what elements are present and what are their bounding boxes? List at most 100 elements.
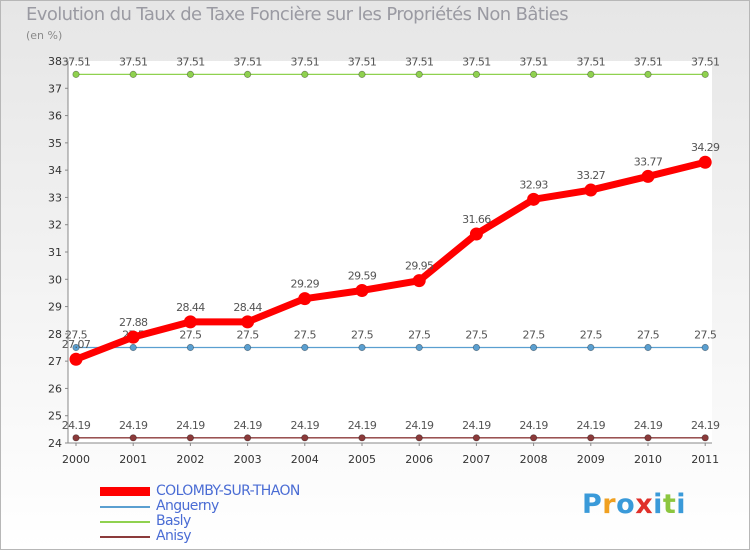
data-point [69, 352, 83, 366]
data-label: 31.66 [462, 213, 491, 226]
data-point [587, 434, 595, 442]
data-label: 24.19 [634, 419, 663, 432]
y-axis-unit: (en %) [26, 29, 63, 42]
data-label: 37.51 [691, 55, 720, 68]
data-point [415, 343, 423, 352]
data-label: 27.5 [237, 329, 260, 342]
data-label: 28.44 [176, 301, 205, 314]
data-label: 24.19 [405, 419, 434, 432]
data-label: 29.59 [348, 269, 377, 282]
series-line [72, 158, 709, 363]
data-point [129, 434, 137, 442]
data-point [129, 70, 137, 78]
data-point [186, 343, 194, 352]
y-tick-label: 36 [48, 110, 62, 123]
data-label: 27.5 [580, 329, 603, 342]
data-point [183, 315, 197, 329]
y-tick-label: 26 [48, 382, 62, 395]
x-tick-label: 2002 [176, 453, 204, 466]
data-point [358, 434, 366, 442]
legend-label: Anisy [156, 528, 192, 544]
data-label: 29.95 [405, 260, 434, 273]
data-point [72, 434, 80, 442]
data-point [244, 343, 252, 352]
y-tick-label: 30 [48, 273, 62, 286]
x-tick-label: 2006 [405, 453, 433, 466]
data-label: 24.19 [176, 419, 205, 432]
proxiti-logo: Proxiti [582, 489, 686, 520]
data-label: 37.51 [291, 55, 320, 68]
y-tick-label: 34 [48, 164, 62, 177]
y-tick-label: 24 [48, 437, 62, 450]
y-tick-label: 38 [48, 55, 62, 68]
data-point [529, 343, 538, 352]
x-tick-label: 2009 [577, 453, 605, 466]
data-label: 24.19 [691, 419, 720, 432]
logo-letter: x [635, 489, 654, 520]
data-label: 29.29 [291, 278, 320, 291]
data-point [701, 70, 709, 78]
data-point [186, 70, 194, 78]
x-tick-label: 2003 [234, 453, 262, 466]
data-point [701, 343, 709, 352]
data-label: 24.19 [233, 419, 262, 432]
data-label: 37.51 [577, 55, 606, 68]
data-label: 37.51 [634, 55, 663, 68]
x-tick-label: 2008 [520, 453, 548, 466]
data-point [355, 283, 369, 297]
data-label: 27.5 [465, 329, 488, 342]
data-label: 32.93 [519, 178, 548, 191]
plot-area [68, 61, 712, 443]
data-label: 27.5 [523, 329, 546, 342]
logo-letter: i [676, 489, 687, 520]
logo-letter: i [653, 489, 663, 520]
data-label: 27.5 [179, 329, 202, 342]
logo-letter: t [662, 489, 677, 520]
data-label: 24.19 [462, 419, 491, 432]
chart-title: Evolution du Taux de Taxe Foncière sur l… [26, 4, 569, 25]
y-tick-label: 29 [48, 301, 62, 314]
data-point [72, 70, 80, 78]
data-point [72, 343, 80, 352]
data-label: 27.5 [294, 329, 317, 342]
data-point [358, 70, 366, 78]
data-point [644, 70, 652, 78]
x-tick-label: 2011 [691, 453, 719, 466]
y-tick-label: 37 [48, 82, 62, 95]
data-label: 27.5 [408, 329, 431, 342]
y-tick-label: 32 [48, 219, 62, 232]
data-point [527, 192, 541, 206]
y-tick-label: 27 [48, 355, 62, 368]
legend-label: Basly [156, 513, 191, 529]
data-point [644, 343, 652, 352]
data-label: 33.77 [634, 155, 663, 168]
data-point [472, 70, 480, 78]
data-label: 37.51 [233, 55, 262, 68]
legend-label: Anguerny [156, 498, 219, 514]
data-point [301, 70, 309, 78]
data-label: 24.19 [577, 419, 606, 432]
x-tick-label: 2000 [62, 453, 90, 466]
data-label: 24.19 [519, 419, 548, 432]
data-point [644, 434, 652, 442]
data-label: 37.51 [119, 55, 148, 68]
data-label: 27.5 [637, 329, 660, 342]
data-point [529, 434, 538, 442]
data-label: 24.19 [62, 419, 91, 432]
data-point [298, 292, 312, 306]
data-label: 24.19 [119, 419, 148, 432]
data-point [186, 434, 194, 442]
legend-swatch [100, 521, 150, 523]
data-label: 37.51 [176, 55, 205, 68]
data-point [301, 343, 309, 352]
data-label: 33.27 [577, 169, 606, 182]
data-point [244, 434, 252, 442]
legend-swatch [100, 506, 150, 508]
y-tick-label: 35 [48, 137, 62, 150]
data-label: 24.19 [348, 419, 377, 432]
data-point [584, 183, 598, 197]
data-point [415, 434, 423, 442]
data-label: 37.51 [405, 55, 434, 68]
data-label: 37.51 [519, 55, 548, 68]
